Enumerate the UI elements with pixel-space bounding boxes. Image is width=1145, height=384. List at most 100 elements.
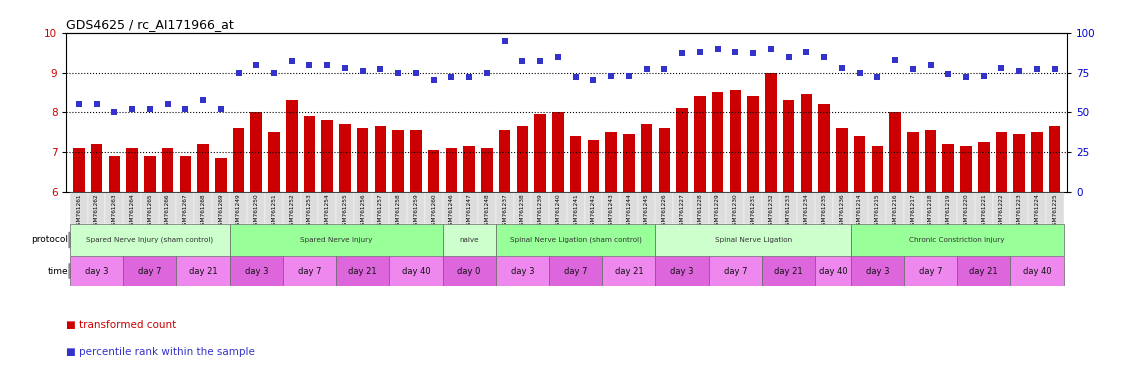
Text: day 3: day 3: [511, 266, 535, 275]
Bar: [408, 192, 425, 224]
Text: ■ transformed count: ■ transformed count: [66, 320, 176, 330]
Text: GSM761223: GSM761223: [1017, 194, 1021, 230]
Bar: [836, 128, 847, 192]
Bar: [443, 192, 460, 224]
Point: [655, 66, 673, 73]
Bar: [479, 192, 496, 224]
Point: [460, 74, 479, 80]
Point: [548, 53, 567, 60]
Text: GSM761267: GSM761267: [183, 194, 188, 229]
Bar: [180, 156, 191, 192]
Bar: [851, 256, 903, 286]
Bar: [1013, 134, 1025, 192]
Bar: [393, 130, 404, 192]
Text: day 21: day 21: [348, 266, 377, 275]
Bar: [886, 192, 903, 224]
Bar: [460, 192, 479, 224]
Bar: [783, 101, 795, 192]
Text: GSM761258: GSM761258: [396, 194, 401, 230]
Bar: [709, 192, 726, 224]
Text: day 7: day 7: [918, 266, 942, 275]
Text: GSM761222: GSM761222: [998, 194, 1004, 230]
Bar: [765, 73, 776, 192]
Bar: [996, 132, 1008, 192]
Bar: [907, 132, 918, 192]
Bar: [552, 113, 563, 192]
Text: GSM761217: GSM761217: [910, 194, 915, 229]
Text: day 3: day 3: [85, 266, 109, 275]
Bar: [712, 93, 724, 192]
Bar: [516, 126, 528, 192]
Bar: [819, 104, 830, 192]
Bar: [851, 224, 1064, 256]
Bar: [141, 192, 159, 224]
Bar: [339, 124, 350, 192]
Text: GSM761250: GSM761250: [254, 194, 259, 230]
Text: GDS4625 / rc_AI171966_at: GDS4625 / rc_AI171966_at: [66, 18, 235, 31]
Bar: [109, 156, 120, 192]
Polygon shape: [69, 263, 77, 278]
Point: [212, 106, 230, 112]
Text: GSM761235: GSM761235: [822, 194, 827, 230]
Bar: [499, 130, 511, 192]
Point: [141, 106, 159, 112]
Text: GSM761251: GSM761251: [271, 194, 276, 229]
Bar: [230, 224, 443, 256]
Text: GSM761253: GSM761253: [307, 194, 311, 230]
Bar: [124, 192, 141, 224]
Bar: [1049, 126, 1060, 192]
Point: [851, 70, 869, 76]
Point: [744, 50, 763, 56]
Bar: [587, 140, 599, 192]
Bar: [638, 192, 655, 224]
Bar: [428, 150, 440, 192]
Point: [229, 70, 247, 76]
Point: [797, 49, 815, 55]
Bar: [322, 120, 333, 192]
Text: GSM761216: GSM761216: [893, 194, 898, 229]
Bar: [283, 256, 337, 286]
Bar: [88, 192, 105, 224]
Bar: [1028, 192, 1045, 224]
Bar: [1032, 132, 1043, 192]
Text: GSM761264: GSM761264: [129, 194, 135, 229]
Point: [584, 78, 602, 84]
Bar: [584, 192, 602, 224]
Text: GSM761218: GSM761218: [927, 194, 933, 229]
Point: [123, 106, 141, 112]
Text: GSM761246: GSM761246: [449, 194, 453, 229]
Bar: [535, 114, 546, 192]
Bar: [230, 256, 283, 286]
Point: [868, 74, 886, 80]
Text: day 21: day 21: [774, 266, 803, 275]
Point: [194, 96, 212, 103]
Bar: [890, 113, 901, 192]
Point: [335, 65, 354, 71]
Text: day 40: day 40: [402, 266, 431, 275]
Bar: [496, 192, 514, 224]
Bar: [925, 130, 937, 192]
Bar: [748, 96, 759, 192]
Bar: [268, 132, 279, 192]
Text: GSM761215: GSM761215: [875, 194, 879, 229]
Bar: [425, 192, 443, 224]
Point: [993, 65, 1011, 71]
Text: day 7: day 7: [724, 266, 747, 275]
Point: [832, 65, 851, 71]
Bar: [410, 130, 421, 192]
Point: [619, 73, 638, 79]
Bar: [903, 256, 957, 286]
Bar: [602, 256, 655, 286]
Text: GSM761236: GSM761236: [839, 194, 844, 229]
Text: day 21: day 21: [615, 266, 643, 275]
Text: GSM761241: GSM761241: [574, 194, 578, 229]
Point: [939, 71, 957, 77]
Text: GSM761243: GSM761243: [609, 194, 614, 230]
Point: [531, 58, 550, 65]
Bar: [658, 128, 670, 192]
Bar: [694, 96, 705, 192]
Text: day 40: day 40: [1022, 266, 1051, 275]
Text: GSM761269: GSM761269: [219, 194, 223, 229]
Point: [477, 70, 496, 76]
Bar: [389, 192, 408, 224]
